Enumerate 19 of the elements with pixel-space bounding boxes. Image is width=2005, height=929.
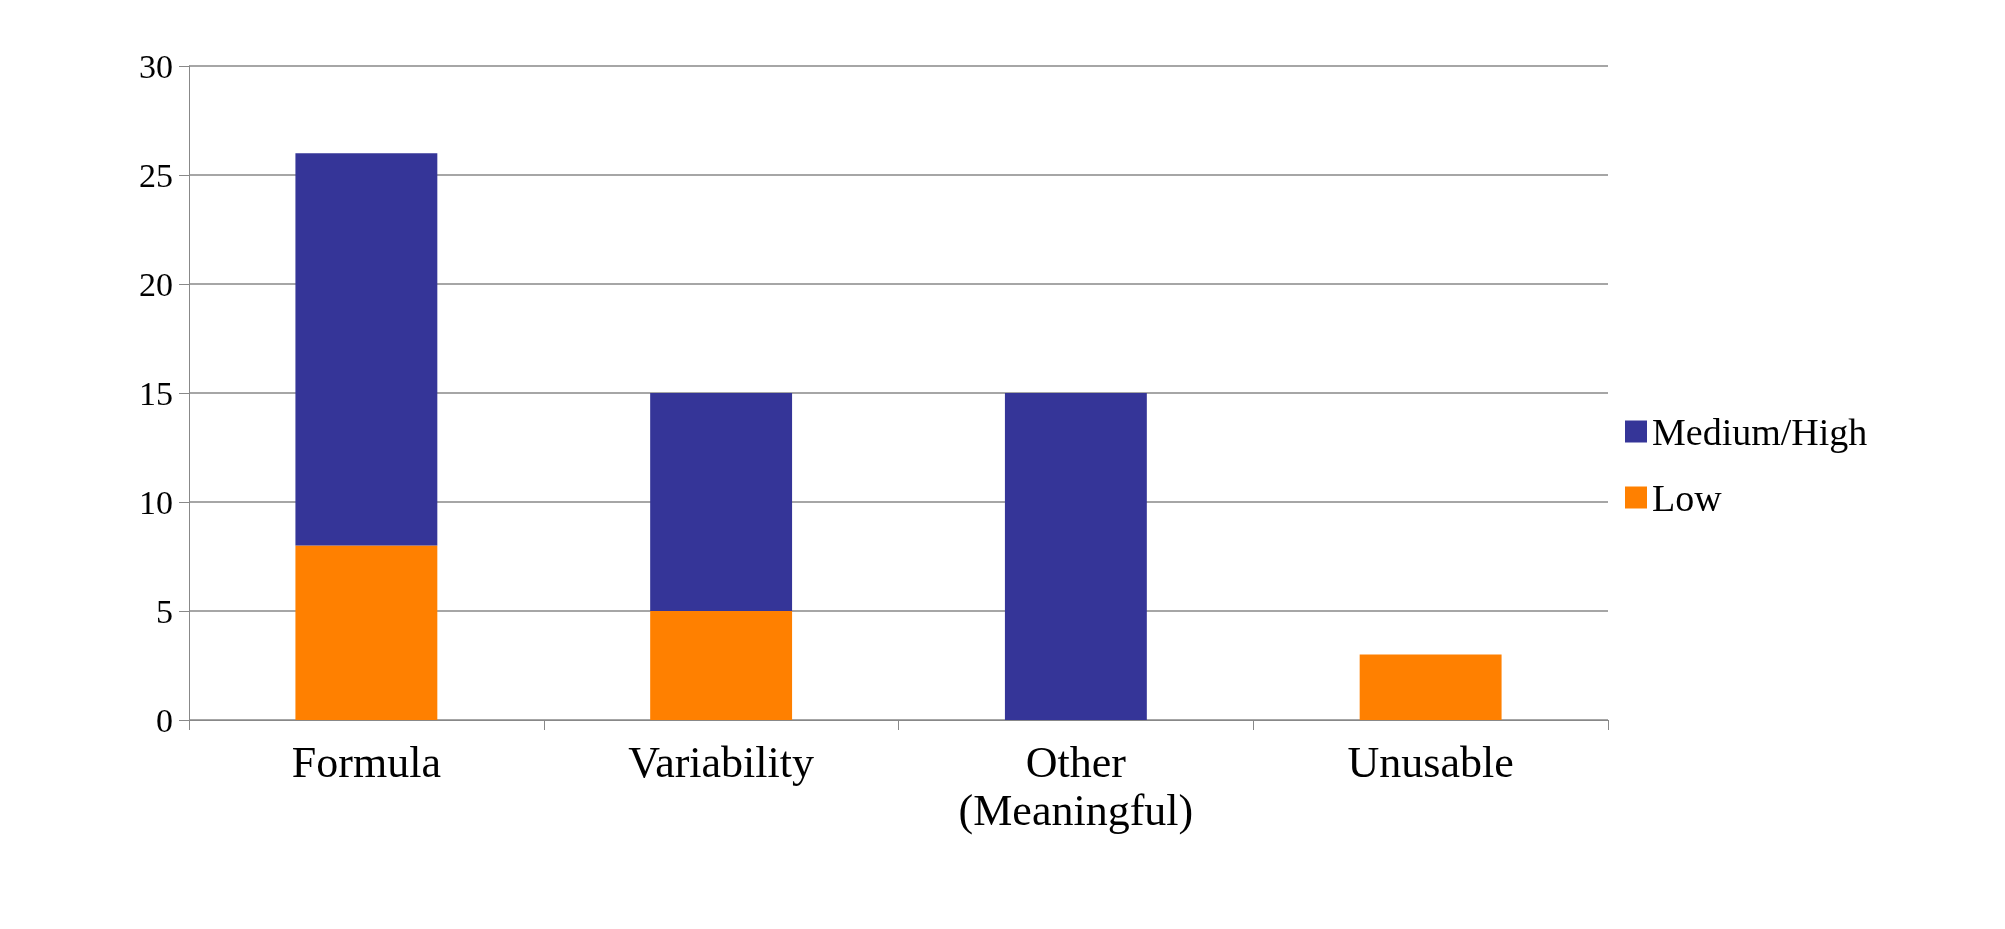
y-tick-label: 20 (139, 265, 173, 303)
bar (1004, 393, 1147, 720)
y-tick-label: 30 (139, 47, 173, 85)
y-tick-label: 10 (139, 483, 173, 521)
legend-label: Medium/High (1652, 410, 1868, 453)
y-tick-label: 0 (156, 701, 173, 739)
legend-label: Low (1652, 476, 1723, 519)
y-tick-label: 25 (139, 156, 173, 194)
bar (295, 153, 438, 546)
y-tick-label: 5 (156, 592, 173, 630)
x-tick-label: Unusable (1347, 737, 1514, 787)
x-tick-label: Formula (291, 737, 441, 787)
y-tick-label: 15 (139, 374, 173, 412)
bar (650, 611, 793, 720)
bar (650, 393, 793, 611)
bar (295, 545, 438, 720)
x-tick-label: Other (Meaningful) (958, 737, 1194, 835)
x-tick-label: Variability (628, 737, 814, 787)
bar (1359, 654, 1502, 720)
